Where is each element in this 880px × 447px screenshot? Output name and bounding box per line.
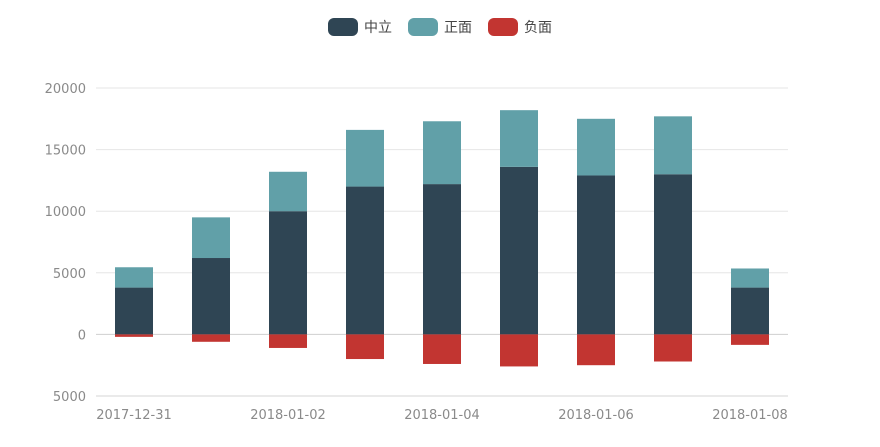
legend-swatch [408, 18, 438, 36]
bar-segment-1-8[interactable] [731, 268, 769, 288]
axis-layer: 5000 0 5000 10000 15000 20000 2017-12-31 2018-0… [45, 82, 788, 423]
legend-item-1[interactable]: 正面 [408, 18, 472, 36]
bar-segment-2-3[interactable] [346, 334, 384, 360]
y-tick-label: 0 [78, 328, 86, 343]
legend-item-2[interactable]: 负面 [488, 18, 552, 36]
bar-segment-1-1[interactable] [192, 217, 230, 259]
x-tick-label: 2018-01-08 [712, 408, 788, 423]
legend-item-0[interactable]: 中立 [328, 18, 392, 36]
bar-segment-0-4[interactable] [423, 184, 461, 335]
y-tick-label: 15000 [45, 144, 86, 159]
bar-segment-1-0[interactable] [115, 267, 153, 288]
bar-segment-1-7[interactable] [654, 116, 692, 175]
bars-layer [115, 110, 769, 367]
x-tick-label: 2018-01-06 [558, 408, 634, 423]
bar-segment-2-2[interactable] [269, 334, 307, 348]
bar-segment-0-5[interactable] [500, 166, 538, 335]
bar-segment-1-5[interactable] [500, 110, 538, 167]
bar-segment-2-6[interactable] [577, 334, 615, 366]
bar-segment-2-7[interactable] [654, 334, 692, 362]
bar-segment-0-7[interactable] [654, 174, 692, 335]
legend-label: 中立 [364, 20, 392, 36]
bar-segment-0-3[interactable] [346, 186, 384, 335]
bar-segment-1-3[interactable] [346, 129, 384, 187]
legend-label: 正面 [444, 20, 472, 36]
y-tick-label: 5000 [53, 267, 86, 282]
x-tick-label: 2018-01-02 [250, 408, 326, 423]
bar-segment-2-0[interactable] [115, 334, 153, 337]
bar-segment-0-6[interactable] [577, 175, 615, 335]
bar-segment-2-1[interactable] [192, 334, 230, 342]
bar-segment-1-2[interactable] [269, 171, 307, 212]
legend-swatch [328, 18, 358, 36]
bar-segment-1-4[interactable] [423, 121, 461, 185]
bar-segment-0-0[interactable] [115, 287, 153, 335]
x-tick-label: 2017-12-31 [96, 408, 172, 423]
bar-segment-2-5[interactable] [500, 334, 538, 367]
y-tick-label: 5000 [53, 390, 86, 405]
bar-segment-0-2[interactable] [269, 211, 307, 335]
bar-segment-2-4[interactable] [423, 334, 461, 364]
legend-label: 负面 [524, 20, 552, 36]
legend[interactable]: 中立 正面 负面 [328, 18, 552, 36]
bar-segment-0-1[interactable] [192, 258, 230, 335]
x-tick-label: 2018-01-04 [404, 408, 480, 423]
legend-swatch [488, 18, 518, 36]
bar-segment-1-6[interactable] [577, 118, 615, 176]
y-tick-label: 20000 [45, 82, 86, 97]
bar-segment-2-8[interactable] [731, 334, 769, 345]
y-tick-label: 10000 [45, 205, 86, 220]
bar-segment-0-8[interactable] [731, 287, 769, 335]
